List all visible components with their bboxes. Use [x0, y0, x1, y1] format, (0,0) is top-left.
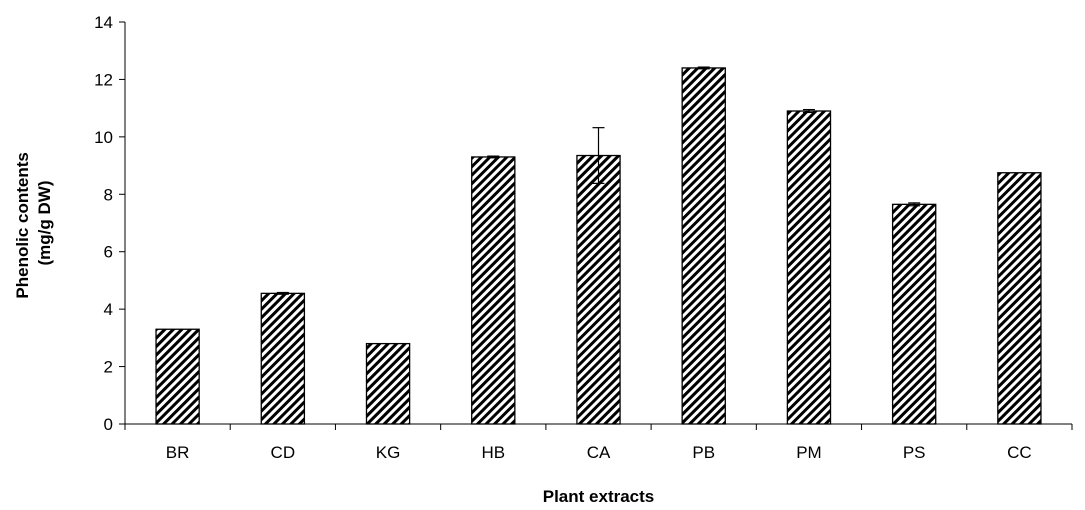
y-tick-label: 0 [104, 415, 113, 434]
error-bars-group [276, 66, 921, 295]
x-axis: BR CD KG HB CA PB PM PS CC [124, 423, 1073, 462]
bar-kg [365, 342, 411, 425]
bar-ps [891, 203, 937, 425]
x-tick-label: KG [376, 443, 401, 462]
bar-pb [681, 67, 726, 425]
bar-br [155, 328, 200, 425]
bar-cd [260, 292, 306, 425]
bar-hb [471, 156, 516, 425]
y-axis-title: Phenolic contents (mg/g DW) [13, 147, 54, 298]
bar-ca [576, 154, 621, 425]
y-axis-title-line-2: (mg/g DW) [35, 181, 54, 266]
x-tick-label: CA [587, 443, 611, 462]
x-tick-label: BR [166, 443, 190, 462]
x-tick-label: PM [796, 443, 822, 462]
x-tick-label: HB [481, 443, 505, 462]
x-tick-label: CD [271, 443, 296, 462]
x-tick-label: CC [1007, 443, 1032, 462]
y-tick-label: 12 [94, 70, 113, 89]
x-axis-title: Plant extracts [543, 487, 655, 506]
bars-group [155, 67, 1042, 425]
bar-pm [786, 110, 832, 425]
y-axis: 0 2 4 6 8 10 12 14 [94, 13, 126, 434]
y-tick-label: 10 [94, 128, 113, 147]
x-tick-label: PS [903, 443, 926, 462]
y-tick-label: 8 [104, 185, 113, 204]
y-tick-label: 14 [94, 13, 113, 32]
bar-cc [997, 172, 1042, 425]
y-tick-label: 6 [104, 243, 113, 262]
y-axis-title-line-1: Phenolic contents [13, 152, 32, 298]
y-tick-label: 2 [104, 358, 113, 377]
y-tick-label: 4 [104, 300, 113, 319]
x-tick-label: PB [692, 443, 715, 462]
